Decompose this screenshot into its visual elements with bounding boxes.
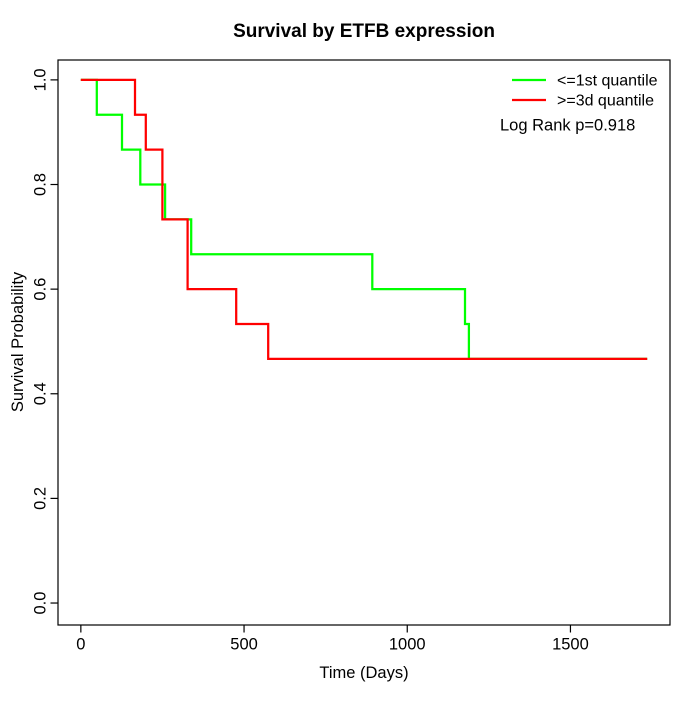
x-tick-label: 1500 bbox=[552, 636, 589, 654]
plot-frame-box bbox=[57, 59, 671, 626]
y-axis-ticks: 0.0 0.2 0.4 0.6 0.8 1.0 bbox=[32, 68, 58, 615]
legend: <=1st quantile >=3d quantile bbox=[512, 73, 658, 110]
y-axis-label: Survival Probability bbox=[9, 271, 27, 412]
legend-label: >=3d quantile bbox=[557, 93, 654, 110]
legend-label: <=1st quantile bbox=[557, 73, 658, 90]
y-tick-label: 0.6 bbox=[32, 278, 50, 301]
y-tick-label: 1.0 bbox=[32, 68, 50, 91]
survival-curve-high-expression bbox=[80, 78, 648, 361]
x-axis-label: Time (Days) bbox=[319, 664, 408, 682]
logrank-annotation: Log Rank p=0.918 bbox=[500, 117, 635, 135]
chart-title: Survival by ETFB expression bbox=[233, 21, 495, 42]
x-tick-label: 1000 bbox=[389, 636, 426, 654]
y-tick-label: 0.8 bbox=[32, 173, 50, 196]
y-tick-label: 0.0 bbox=[32, 592, 50, 615]
y-tick-label: 0.2 bbox=[32, 487, 50, 510]
survival-curves bbox=[80, 78, 648, 361]
y-tick-label: 0.4 bbox=[32, 382, 50, 405]
x-tick-label: 500 bbox=[230, 636, 258, 654]
x-axis-ticks: 0 500 1000 1500 bbox=[76, 625, 589, 654]
x-tick-label: 0 bbox=[76, 636, 85, 654]
